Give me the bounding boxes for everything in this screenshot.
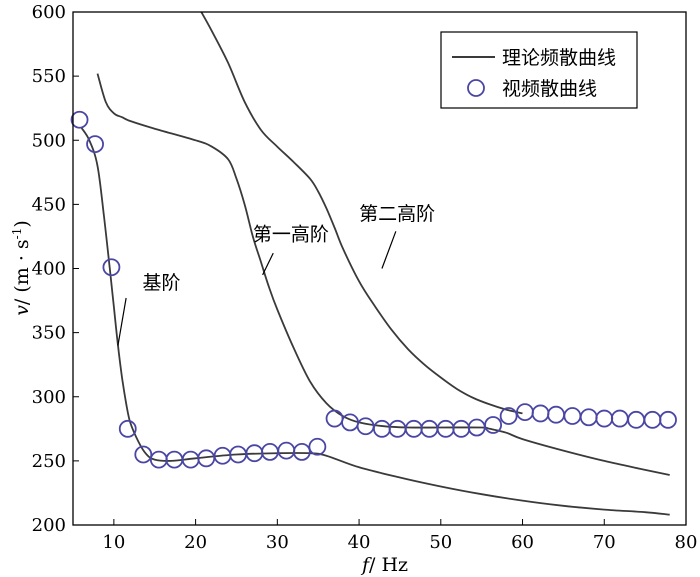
annotation-label: 第二高阶 — [359, 203, 435, 225]
observed-point — [134, 445, 153, 464]
legend-marker-swatch — [467, 79, 485, 97]
observed-point — [547, 405, 565, 424]
annotation-leader — [262, 252, 274, 276]
observed-point — [102, 258, 121, 277]
annotation-leader — [381, 231, 397, 269]
y-tick-label: 350 — [32, 323, 66, 344]
legend-label-theory: 理论频散曲线 — [502, 47, 616, 69]
observed-point — [261, 442, 279, 461]
x-tick-label: 30 — [266, 532, 289, 553]
axis-ticks: 10 20 30 40 50 60 70 80 200 250 300 350 400 450 500 550… — [32, 2, 698, 553]
annotation-label: 基阶 — [142, 272, 180, 294]
y-axis-var: v — [11, 305, 33, 316]
x-tick-label: 80 — [675, 532, 698, 553]
observed-point — [404, 419, 423, 438]
observed-point — [325, 409, 344, 428]
observed-point — [356, 417, 375, 436]
x-tick-label: 40 — [348, 532, 371, 553]
theory-curve-2 — [200, 11, 523, 415]
y-tick-label: 600 — [32, 2, 66, 23]
observed-point — [118, 419, 137, 438]
observed-point — [388, 419, 407, 438]
y-axis-unit-close: ) — [11, 220, 33, 227]
y-tick-label: 200 — [32, 515, 66, 536]
x-axis-title: f/ Hz — [360, 554, 408, 576]
legend: 理论频散曲线 视频散曲线 — [440, 31, 638, 109]
observed-point — [627, 410, 646, 429]
observed-point — [643, 410, 662, 429]
plot-frame — [72, 11, 687, 526]
theory-curve-1 — [96, 73, 670, 476]
y-tick-label: 400 — [32, 259, 66, 280]
y-tick-label: 250 — [32, 451, 66, 472]
axis-titles: f/ Hz v/ (m · s-1) — [10, 220, 408, 576]
annotations: 基阶 第一高阶 第二高阶 — [117, 203, 435, 346]
observed-point — [659, 410, 677, 429]
x-tick-label: 70 — [593, 532, 616, 553]
observed-point — [499, 407, 518, 425]
observed-point — [610, 409, 629, 428]
x-axis-unit: / Hz — [369, 554, 408, 576]
observed-point — [308, 437, 327, 456]
x-tick-label: 20 — [184, 532, 207, 553]
observed-point — [70, 110, 89, 129]
observed-point — [579, 408, 598, 427]
x-tick-label: 60 — [511, 532, 534, 553]
x-tick-label: 50 — [429, 532, 452, 553]
observed-point — [484, 416, 503, 434]
observed-point — [563, 407, 582, 425]
x-axis-var: f — [360, 554, 372, 576]
observed-point — [373, 419, 391, 438]
y-axis-title: v/ (m · s-1) — [10, 220, 33, 316]
observed-point — [420, 419, 439, 438]
y-axis-unit: / (m · s — [11, 239, 33, 305]
series-markers — [70, 110, 677, 469]
observed-point — [436, 419, 455, 438]
y-tick-label: 550 — [32, 66, 66, 87]
observed-point — [292, 442, 311, 461]
observed-point — [452, 419, 471, 438]
observed-point — [531, 404, 550, 423]
legend-label-observed: 视频散曲线 — [502, 78, 597, 100]
observed-point — [86, 135, 104, 153]
theory-curve-0 — [80, 126, 670, 516]
annotation-label: 第一高阶 — [253, 223, 329, 245]
observed-point — [277, 441, 296, 460]
y-axis-unit-sup: -1 — [10, 228, 24, 240]
y-tick-label: 300 — [32, 387, 66, 408]
y-tick-label: 500 — [32, 130, 66, 151]
y-tick-label: 450 — [32, 194, 66, 215]
annotation-leader — [117, 297, 127, 346]
observed-point — [595, 409, 614, 428]
x-tick-label: 10 — [102, 532, 125, 553]
